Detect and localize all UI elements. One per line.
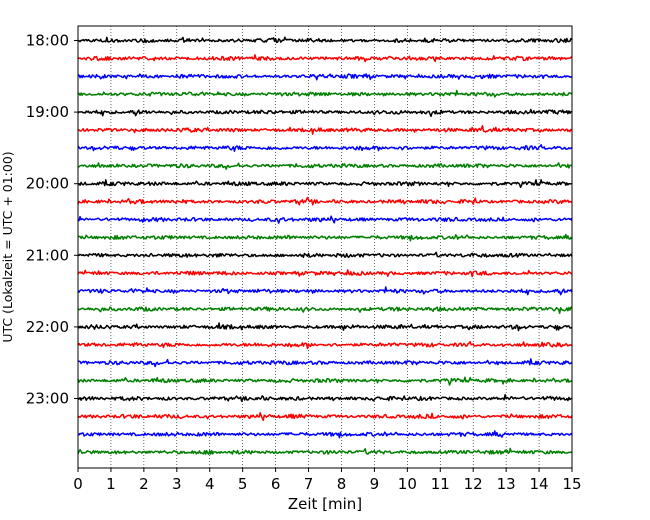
- y-axis-label: UTC (Lokalzeit = UTC + 01:00): [0, 151, 15, 342]
- y-tick-label: 20:00: [26, 175, 69, 193]
- seismic-trace: [77, 73, 573, 81]
- x-tick-label: 13: [497, 475, 516, 493]
- seismic-trace: [77, 269, 573, 278]
- seismic-trace: [77, 233, 573, 242]
- x-tick-label: 2: [139, 475, 149, 493]
- x-tick-label: 9: [370, 475, 380, 493]
- x-axis: 0 1 2 3 4 5 6 7 8 9 10 11 12 13 14 15: [73, 468, 582, 493]
- y-axis: 18:00 19:00 20:00 21:00 22:00 23:00: [26, 32, 78, 408]
- y-tick-label: 22:00: [26, 318, 69, 336]
- seismic-trace: [77, 340, 573, 350]
- seismic-trace: [77, 412, 573, 422]
- x-tick-label: 3: [172, 475, 182, 493]
- seismic-trace: [77, 447, 573, 455]
- seismic-trace: [77, 108, 573, 118]
- y-tick-label: 21:00: [26, 246, 69, 264]
- seismic-trace: [77, 144, 573, 152]
- seismic-trace: [77, 124, 573, 135]
- x-tick-label: 5: [238, 475, 248, 493]
- plot-frame: [77, 25, 573, 469]
- seismic-trace: [77, 376, 573, 386]
- x-tick-label: 0: [73, 475, 83, 493]
- seismic-trace: [77, 251, 573, 259]
- seismic-trace: [77, 286, 573, 296]
- seismic-trace: [77, 358, 573, 368]
- seismic-trace: [77, 430, 573, 439]
- x-tick-label: 6: [271, 475, 281, 493]
- x-tick-label: 14: [530, 475, 549, 493]
- x-tick-label: 1: [106, 475, 116, 493]
- x-tick-label: 11: [431, 475, 450, 493]
- seismic-trace: [77, 179, 573, 189]
- seismic-trace: [77, 306, 573, 314]
- x-tick-label: 4: [205, 475, 215, 493]
- x-axis-label: Zeit [min]: [288, 495, 362, 513]
- y-tick-label: 18:00: [26, 32, 69, 50]
- seismic-trace: [77, 196, 573, 206]
- y-tick-label: 23:00: [26, 390, 69, 408]
- seismic-trace: [77, 215, 573, 224]
- seismic-trace: [77, 36, 573, 44]
- seismic-trace: [77, 162, 573, 170]
- seismic-traces: [77, 36, 573, 455]
- x-tick-label: 15: [562, 475, 581, 493]
- x-tick-label: 8: [337, 475, 347, 493]
- seismic-trace: [77, 54, 573, 63]
- y-tick-label: 19:00: [26, 103, 69, 121]
- x-tick-label: 10: [398, 475, 417, 493]
- x-tick-label: 12: [464, 475, 483, 493]
- x-tick-label: 7: [304, 475, 314, 493]
- seismic-trace: [77, 322, 573, 332]
- seismic-trace: [77, 394, 573, 402]
- seismic-trace: [77, 89, 573, 98]
